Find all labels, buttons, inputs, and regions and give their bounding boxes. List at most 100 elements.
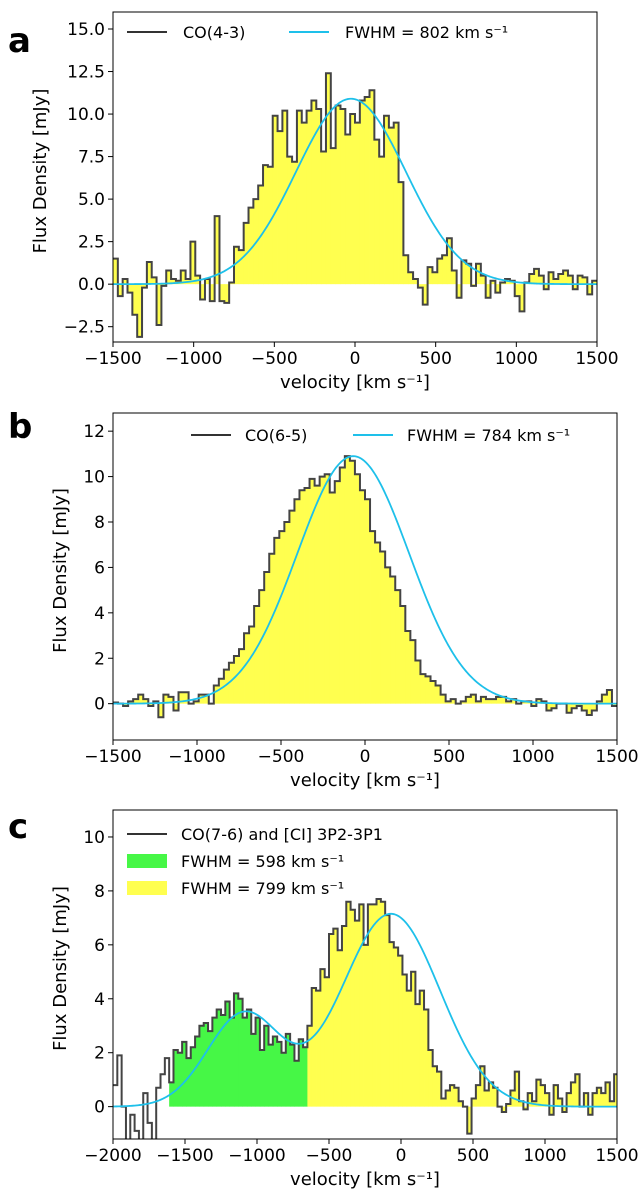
flux-bar	[427, 267, 433, 285]
flux-bar	[341, 925, 347, 1107]
legend-patch-icon	[127, 881, 167, 895]
legend-label: CO(6-5)	[245, 426, 307, 445]
flux-bar	[614, 1074, 617, 1107]
flux-bar	[380, 901, 386, 1107]
flux-bar	[465, 696, 472, 704]
flux-bar	[324, 474, 331, 704]
flux-bar	[203, 694, 210, 704]
flux-bar	[385, 567, 391, 704]
flux-bar	[379, 156, 385, 285]
flux-bar	[531, 703, 537, 706]
flux-bar	[285, 1033, 291, 1107]
flux-bar	[311, 987, 317, 1107]
flux-bar	[538, 275, 545, 285]
flux-bar	[133, 699, 139, 704]
flux-bar	[596, 1087, 602, 1107]
x-tick-label: 1500	[595, 747, 638, 767]
x-tick-label: −1500	[156, 1146, 214, 1166]
flux-bar	[344, 456, 351, 704]
flux-bar	[562, 1106, 567, 1113]
panel-a: −1500 −1000 −500 0 500 1000 1500 −2.5 0.0 2.5 5.0 7…	[8, 11, 619, 393]
flux-bar	[229, 1017, 235, 1107]
flux-bar	[374, 139, 380, 285]
panel-c: −2000 −1500 −1000 −500 0 500 1000 1500 0 2 4 6 8 10 ve…	[8, 807, 639, 1190]
flux-bar	[123, 703, 129, 706]
flux-bar	[393, 122, 399, 285]
y-tick-label: 7.5	[78, 148, 105, 168]
flux-bar	[548, 272, 554, 285]
flux-bar	[213, 685, 220, 704]
flux-bar	[173, 1050, 179, 1107]
flux-bar	[264, 1025, 269, 1107]
y-tick-label: 5.0	[78, 190, 105, 210]
flux-bar	[208, 1031, 213, 1107]
flux-bar	[521, 701, 527, 704]
flux-bar	[491, 699, 497, 704]
flux-bar	[178, 692, 184, 704]
flux-bar	[586, 703, 593, 716]
y-axis-label: Flux Density [mJy]	[50, 886, 71, 1051]
flux-bar	[279, 531, 285, 704]
x-tick-label: −1500	[84, 747, 142, 767]
flux-bar	[122, 279, 128, 285]
flux-bar	[267, 166, 274, 285]
flux-bar	[117, 284, 124, 297]
flux-bar	[329, 492, 336, 704]
flux-bar	[314, 485, 321, 704]
flux-bar	[346, 901, 351, 1107]
flux-bar	[408, 272, 414, 285]
flux-bar	[127, 284, 133, 293]
flux-bar	[449, 1085, 455, 1107]
flux-bar	[316, 990, 321, 1107]
flux-bar	[514, 284, 520, 297]
flux-bar	[592, 280, 597, 285]
flux-bar	[470, 694, 477, 704]
flux-bar	[475, 701, 482, 704]
flux-bar	[284, 522, 290, 704]
flux-bar	[354, 920, 360, 1107]
flux-bar	[168, 696, 174, 704]
x-tick-label: −1000	[228, 1146, 286, 1166]
x-tick-label: −2000	[84, 1146, 142, 1166]
y-axis-label: Flux Density [mJy]	[50, 488, 71, 653]
flux-bar	[239, 649, 245, 704]
flux-bar	[557, 1098, 563, 1107]
flux-bar	[480, 275, 487, 285]
x-tick-label: 1000	[511, 747, 554, 767]
flux-bar	[269, 553, 275, 704]
flux-bar	[605, 1082, 611, 1107]
flux-bar	[609, 1101, 615, 1107]
flux-bar	[339, 467, 346, 704]
flux-bar	[558, 273, 564, 285]
flux-bar	[146, 262, 153, 285]
x-axis-label: velocity [km s⁻¹]	[290, 770, 440, 791]
flux-bar	[467, 1106, 472, 1134]
flux-bar	[138, 694, 144, 704]
flux-bar	[248, 207, 254, 285]
flux-bar	[272, 1036, 278, 1107]
flux-bar	[583, 1093, 589, 1107]
y-tick-label: 8	[94, 882, 105, 902]
flux-bar	[242, 1017, 248, 1107]
flux-bar	[224, 284, 230, 303]
spectrum-step-line	[113, 897, 617, 1139]
y-tick-label: 10	[83, 828, 105, 848]
x-tick-label: 1000	[495, 349, 538, 369]
gaussian-fit-line	[113, 912, 617, 1108]
y-tick-label: 8	[94, 513, 105, 533]
flux-bar	[484, 1090, 490, 1107]
flux-bar	[274, 537, 280, 704]
flux-bar	[480, 696, 487, 704]
flux-bar	[195, 1036, 200, 1107]
legend-label: CO(4-3)	[183, 23, 245, 42]
flux-bar	[254, 606, 260, 704]
x-tick-label: 1500	[575, 349, 618, 369]
flux-bar	[289, 510, 295, 704]
flux-bar	[588, 1106, 593, 1115]
x-tick-label: 1500	[595, 1146, 638, 1166]
flux-bar	[251, 1033, 256, 1107]
flux-bar	[294, 499, 300, 704]
flux-bar	[435, 685, 441, 704]
flux-bar	[301, 122, 307, 285]
flux-bar	[410, 640, 416, 704]
